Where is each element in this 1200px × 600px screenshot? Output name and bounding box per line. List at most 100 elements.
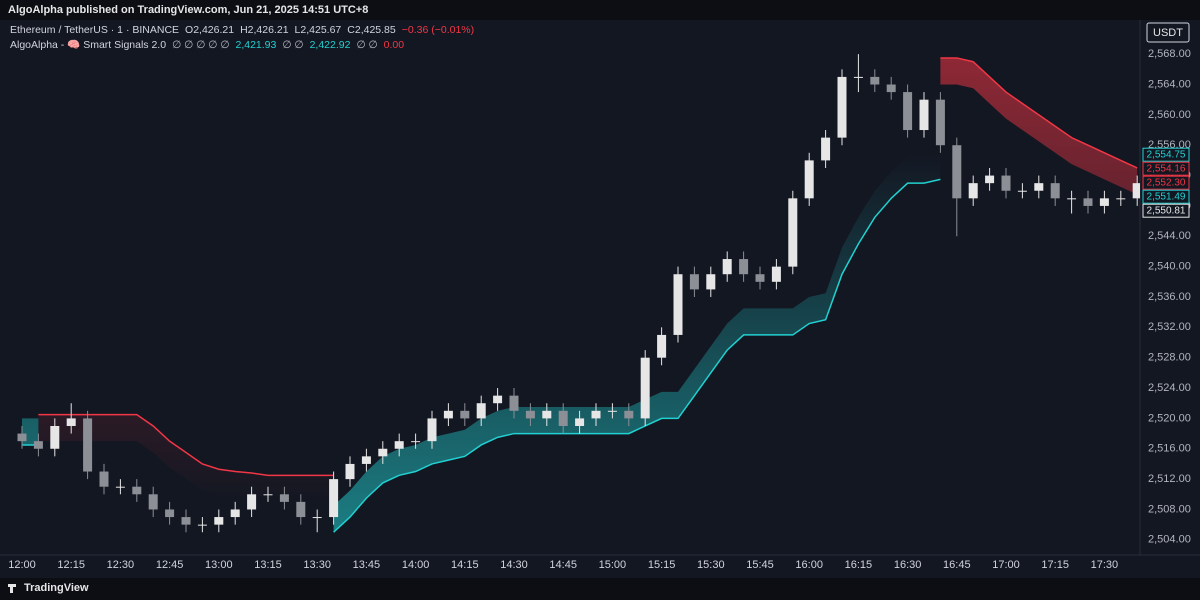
bottom-bar — [0, 578, 1200, 600]
currency-box[interactable] — [1146, 22, 1190, 43]
candle-body — [83, 418, 93, 472]
ohlc-value: O2,426.21 — [185, 24, 235, 36]
x-tick-label: 12:30 — [107, 559, 135, 571]
candle-body — [903, 92, 913, 131]
candle-body — [755, 274, 765, 282]
candle-body — [312, 517, 322, 519]
candle-body — [640, 357, 650, 419]
y-tick-label: 2,504.00 — [1148, 534, 1191, 546]
x-tick-label: 17:30 — [1091, 559, 1119, 571]
x-tick-label: 14:15 — [451, 559, 479, 571]
x-tick-label: 15:30 — [697, 559, 725, 571]
candle-body — [1099, 198, 1109, 206]
ohlc-value: −0.36 (−0.01%) — [401, 24, 475, 36]
price-label-box — [1142, 161, 1190, 176]
indicator-value: 2,422.92 — [309, 39, 351, 51]
candle-body — [722, 259, 732, 275]
candle-body — [148, 494, 158, 510]
candle-body — [607, 410, 617, 412]
price-label: 2,554.75 — [1147, 149, 1186, 160]
candle-body — [378, 448, 388, 457]
indicator-value: 2,421.93 — [235, 39, 277, 51]
indicator-value: ∅ ∅ — [356, 39, 378, 51]
candle-body — [1017, 190, 1027, 192]
candle-body — [853, 76, 863, 78]
indicator-legend: AlgoAlpha - 🧠 Smart Signals 2.0 ∅ ∅ ∅ ∅ ∅… — [10, 38, 416, 51]
candle-body — [296, 501, 306, 518]
candle-body — [17, 433, 27, 442]
candle-body — [329, 479, 339, 518]
candle-body — [1132, 183, 1140, 199]
x-tick-label: 15:15 — [648, 559, 676, 571]
y-tick-label: 2,536.00 — [1148, 291, 1191, 303]
candle-body — [558, 410, 568, 426]
x-tick-label: 16:45 — [943, 559, 971, 571]
candle-body — [821, 137, 831, 161]
y-tick-label: 2,532.00 — [1148, 321, 1191, 333]
candle-body — [33, 441, 43, 449]
candle-body — [624, 410, 634, 419]
candle-body — [804, 160, 814, 199]
candle-body — [427, 418, 437, 442]
plot — [17, 54, 1140, 533]
band-glow — [22, 152, 941, 533]
symbol-legend: Ethereum / TetherUS · 1 · BINANCE O2,426.… — [10, 24, 486, 36]
band-glow — [38, 57, 1138, 502]
candle-body — [230, 509, 240, 518]
x-tick-label: 13:00 — [205, 559, 233, 571]
price-label-box — [1142, 203, 1190, 218]
indicator-value: ∅ ∅ ∅ ∅ ∅ — [172, 39, 230, 51]
brand-logo — [8, 584, 16, 593]
candle-body — [673, 274, 683, 335]
y-tick-label: 2,540.00 — [1148, 261, 1191, 273]
candle-body — [525, 410, 535, 419]
candle-body — [935, 99, 945, 146]
x-tick-label: 17:15 — [1041, 559, 1069, 571]
candle-body — [575, 418, 585, 426]
candle-body — [361, 456, 371, 464]
candle-body — [706, 274, 716, 290]
candle-body — [99, 471, 109, 487]
price-label-box — [1142, 147, 1190, 162]
y-tick-label: 2,508.00 — [1148, 503, 1191, 515]
y-tick-label: 2,564.00 — [1148, 78, 1191, 90]
ohlc: O2,426.21 H2,426.21 L2,425.67 C2,425.85 −0.3… — [185, 24, 480, 36]
candle-body — [279, 494, 289, 502]
x-tick-label: 16:30 — [894, 559, 922, 571]
x-tick-label: 15:45 — [746, 559, 774, 571]
x-tick-label: 13:45 — [353, 559, 381, 571]
candle-body — [1067, 198, 1077, 200]
symbol: Ethereum / TetherUS · 1 · BINANCE — [10, 24, 180, 36]
price-label: 2,551.49 — [1147, 191, 1186, 202]
candle-body — [985, 175, 995, 184]
candle-body — [1116, 198, 1126, 200]
candle-body — [968, 183, 978, 199]
candle-body — [132, 486, 142, 495]
candle-body — [870, 76, 880, 85]
price-label: 2,552.30 — [1147, 177, 1186, 188]
indicator-values: ∅ ∅ ∅ ∅ ∅ 2,421.93 ∅ ∅ 2,422.92 ∅ ∅ 0.00 — [172, 39, 410, 51]
x-tick-label: 16:00 — [795, 559, 823, 571]
candle-body — [837, 76, 847, 138]
x-tick-label: 15:00 — [599, 559, 627, 571]
candle-body — [165, 509, 175, 518]
candle-body — [771, 266, 781, 282]
candle-body — [394, 441, 404, 449]
x-tick-label: 12:45 — [156, 559, 184, 571]
candle-body — [886, 84, 896, 93]
y-tick-label: 2,524.00 — [1148, 382, 1191, 394]
x-tick-label: 14:30 — [500, 559, 528, 571]
x-tick-label: 12:15 — [57, 559, 85, 571]
x-tick-label: 16:15 — [845, 559, 873, 571]
publisher: AlgoAlpha published on TradingView.com, … — [8, 4, 368, 16]
currency: USDT — [1153, 27, 1183, 39]
top-bar — [0, 0, 1200, 20]
candle-body — [50, 425, 60, 449]
candle-body — [411, 441, 421, 443]
candle-body — [1001, 175, 1011, 191]
ohlc-value: H2,426.21 — [240, 24, 289, 36]
candle-body — [1050, 183, 1060, 199]
x-tick-label: 14:00 — [402, 559, 430, 571]
candle-body — [657, 334, 667, 358]
